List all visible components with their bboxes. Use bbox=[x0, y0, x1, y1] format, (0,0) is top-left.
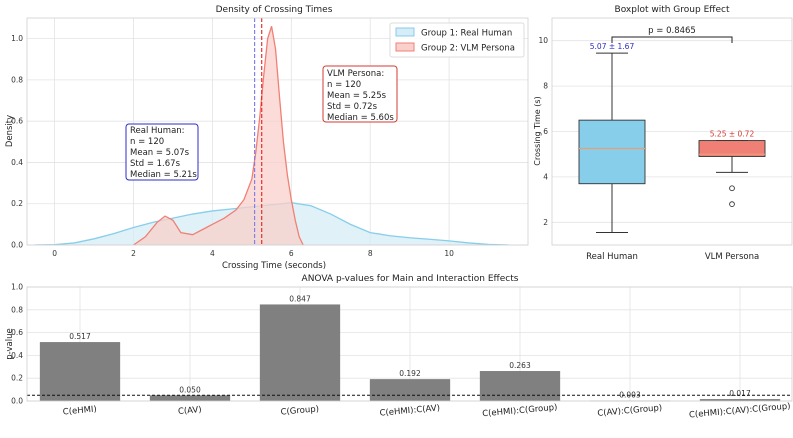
anova-bars: 0.517 0.050 0.847 0.192 0.263 0.003 0.017 bbox=[27, 294, 792, 402]
boxplot-ylabel: Crossing Time (s) bbox=[533, 96, 542, 165]
anova-value-label: 0.517 bbox=[69, 332, 91, 341]
anova-ytick-label: 1.0 bbox=[11, 283, 23, 292]
boxplot-xtick-label: Real Human bbox=[586, 252, 638, 262]
anova-title: ANOVA p-values for Main and Interaction … bbox=[302, 274, 519, 284]
annotation-human-line: Median = 5.21s bbox=[130, 170, 197, 180]
annotation-vlm-box bbox=[322, 65, 398, 123]
boxplot-ytick-label: 2 bbox=[543, 218, 548, 227]
density-ytick-label: 1.0 bbox=[11, 34, 23, 43]
box-human bbox=[578, 119, 646, 185]
annotation-vlm-line: Mean = 5.25s bbox=[327, 91, 387, 101]
density-xtick-label: 10 bbox=[444, 249, 454, 258]
density-series-group bbox=[34, 26, 509, 245]
legend-swatch-vlm bbox=[395, 42, 415, 52]
box-mean-std-label: 5.25 ± 0.72 bbox=[710, 130, 755, 139]
annotation-human-line: Real Human: bbox=[130, 126, 185, 136]
annotation-human-stats: Real Human: n = 120 Mean = 5.07s Std = 1… bbox=[125, 123, 199, 181]
density-xtick-label: 4 bbox=[210, 249, 215, 258]
anova-bar bbox=[699, 399, 781, 401]
anova-value-label: 0.263 bbox=[509, 361, 531, 370]
density-area-vlm bbox=[133, 26, 304, 245]
box-mean-std-label: 5.07 ± 1.67 bbox=[590, 42, 635, 51]
anova-xtick-label: C(AV) bbox=[178, 405, 202, 417]
anova-value-label: 0.192 bbox=[399, 369, 421, 378]
boxplot-ytick-label: 4 bbox=[543, 172, 548, 181]
density-ticks: 0 2 4 6 8 10 0.0 0.2 0.4 0.6 0.8 1.0 bbox=[11, 34, 454, 258]
anova-xtick-label: C(eHMI):C(AV):C(Group) bbox=[689, 402, 791, 421]
anova-bar bbox=[479, 371, 561, 401]
annotation-human-line: Mean = 5.07s bbox=[130, 148, 190, 158]
annotation-human-box bbox=[125, 123, 199, 181]
density-line-vlm bbox=[133, 26, 304, 245]
anova-ylabel: p-value bbox=[5, 328, 15, 359]
anova-bar bbox=[149, 395, 231, 401]
boxplot-ticks: 2 4 6 8 10 Real Human VLM Persona bbox=[538, 36, 759, 262]
legend-label-vlm: Group 2: VLM Persona bbox=[421, 44, 515, 54]
annotation-vlm-stats: VLM Persona: n = 120 Mean = 5.25s Std = … bbox=[322, 65, 398, 123]
density-chart: Density of Crossing Times 0 2 4 6 8 100.00.20… bbox=[5, 5, 529, 271]
anova-ytick-label: 0.0 bbox=[11, 397, 23, 406]
density-title: Density of Crossing Times bbox=[216, 5, 333, 15]
density-plot-frame bbox=[26, 17, 529, 246]
anova-ytick-label: 0.2 bbox=[11, 374, 23, 383]
density-legend: Group 1: Real Human Group 2: VLM Persona bbox=[389, 22, 525, 58]
significance-label: p = 0.8465 bbox=[648, 26, 696, 36]
density-xtick-label: 0 bbox=[52, 249, 57, 258]
anova-bar bbox=[369, 379, 451, 401]
anova-xtick-label: C(AV):C(Group) bbox=[597, 403, 663, 419]
anova-value-label: 0.847 bbox=[289, 294, 311, 303]
annotation-vlm-line: Std = 0.72s bbox=[327, 102, 378, 112]
boxplot-plot-frame bbox=[551, 17, 793, 246]
boxplot-title: Boxplot with Group Effect bbox=[615, 5, 730, 15]
anova-value-label: 0.050 bbox=[179, 385, 201, 394]
significance-bracket: p = 0.8465 bbox=[611, 26, 733, 43]
anova-xtick-label: C(eHMI):C(AV) bbox=[379, 403, 440, 418]
anova-ytick-label: 0.6 bbox=[11, 328, 23, 337]
anova-xtick-label: C(Group) bbox=[280, 404, 319, 417]
significance-bracket-line bbox=[611, 36, 733, 43]
boxplot-xtick-label: VLM Persona bbox=[705, 252, 759, 262]
boxplot-ytick-label: 6 bbox=[543, 127, 548, 136]
anova-bar bbox=[39, 342, 121, 401]
boxplot-outlier bbox=[729, 185, 735, 192]
boxplot-ytick-label: 8 bbox=[543, 82, 548, 91]
density-xtick-label: 6 bbox=[289, 249, 294, 258]
annotation-vlm-line: VLM Persona: bbox=[327, 69, 384, 79]
anova-xtick-label: C(eHMI) bbox=[62, 405, 97, 418]
boxplot-chart: Boxplot with Group Effect 5.07 ± 1.67 5.2… bbox=[533, 5, 793, 262]
anova-value-label: 0.017 bbox=[729, 389, 751, 398]
boxplot-outlier bbox=[729, 201, 735, 207]
density-ylabel: Density bbox=[5, 115, 15, 147]
boxplot-ytick-label: 10 bbox=[538, 36, 548, 45]
anova-ytick-label: 0.8 bbox=[11, 305, 23, 314]
anova-plot-frame bbox=[26, 286, 793, 402]
density-ytick-label: 0.4 bbox=[11, 158, 23, 167]
annotation-human-line: Std = 1.67s bbox=[130, 159, 181, 169]
annotation-vlm-line: Median = 5.60s bbox=[327, 113, 394, 123]
density-mean-lines bbox=[254, 18, 263, 245]
boxplot-marks: 5.07 ± 1.67 5.25 ± 0.72 bbox=[578, 42, 766, 234]
legend-label-human: Group 1: Real Human bbox=[421, 29, 512, 39]
anova-bar bbox=[259, 304, 341, 401]
legend-frame bbox=[389, 22, 525, 58]
density-ytick-label: 0.6 bbox=[11, 117, 23, 126]
anova-value-label: 0.003 bbox=[619, 391, 641, 400]
density-xtick-label: 8 bbox=[368, 249, 373, 258]
density-ytick-label: 0.0 bbox=[11, 241, 23, 250]
density-ytick-label: 0.8 bbox=[11, 75, 23, 84]
anova-chart: ANOVA p-values for Main and Interaction … bbox=[5, 274, 793, 421]
density-xlabel: Crossing Time (seconds) bbox=[222, 261, 326, 271]
legend-swatch-human bbox=[395, 27, 415, 37]
density-xtick-label: 2 bbox=[131, 249, 136, 258]
anova-ytick-label: 0.4 bbox=[11, 351, 23, 360]
box-vlm bbox=[698, 140, 766, 157]
density-ytick-label: 0.2 bbox=[11, 199, 23, 208]
annotation-human-line: n = 120 bbox=[130, 137, 164, 147]
annotation-vlm-line: n = 120 bbox=[327, 80, 361, 90]
anova-xtick-label: C(eHMI):C(Group) bbox=[482, 403, 558, 420]
